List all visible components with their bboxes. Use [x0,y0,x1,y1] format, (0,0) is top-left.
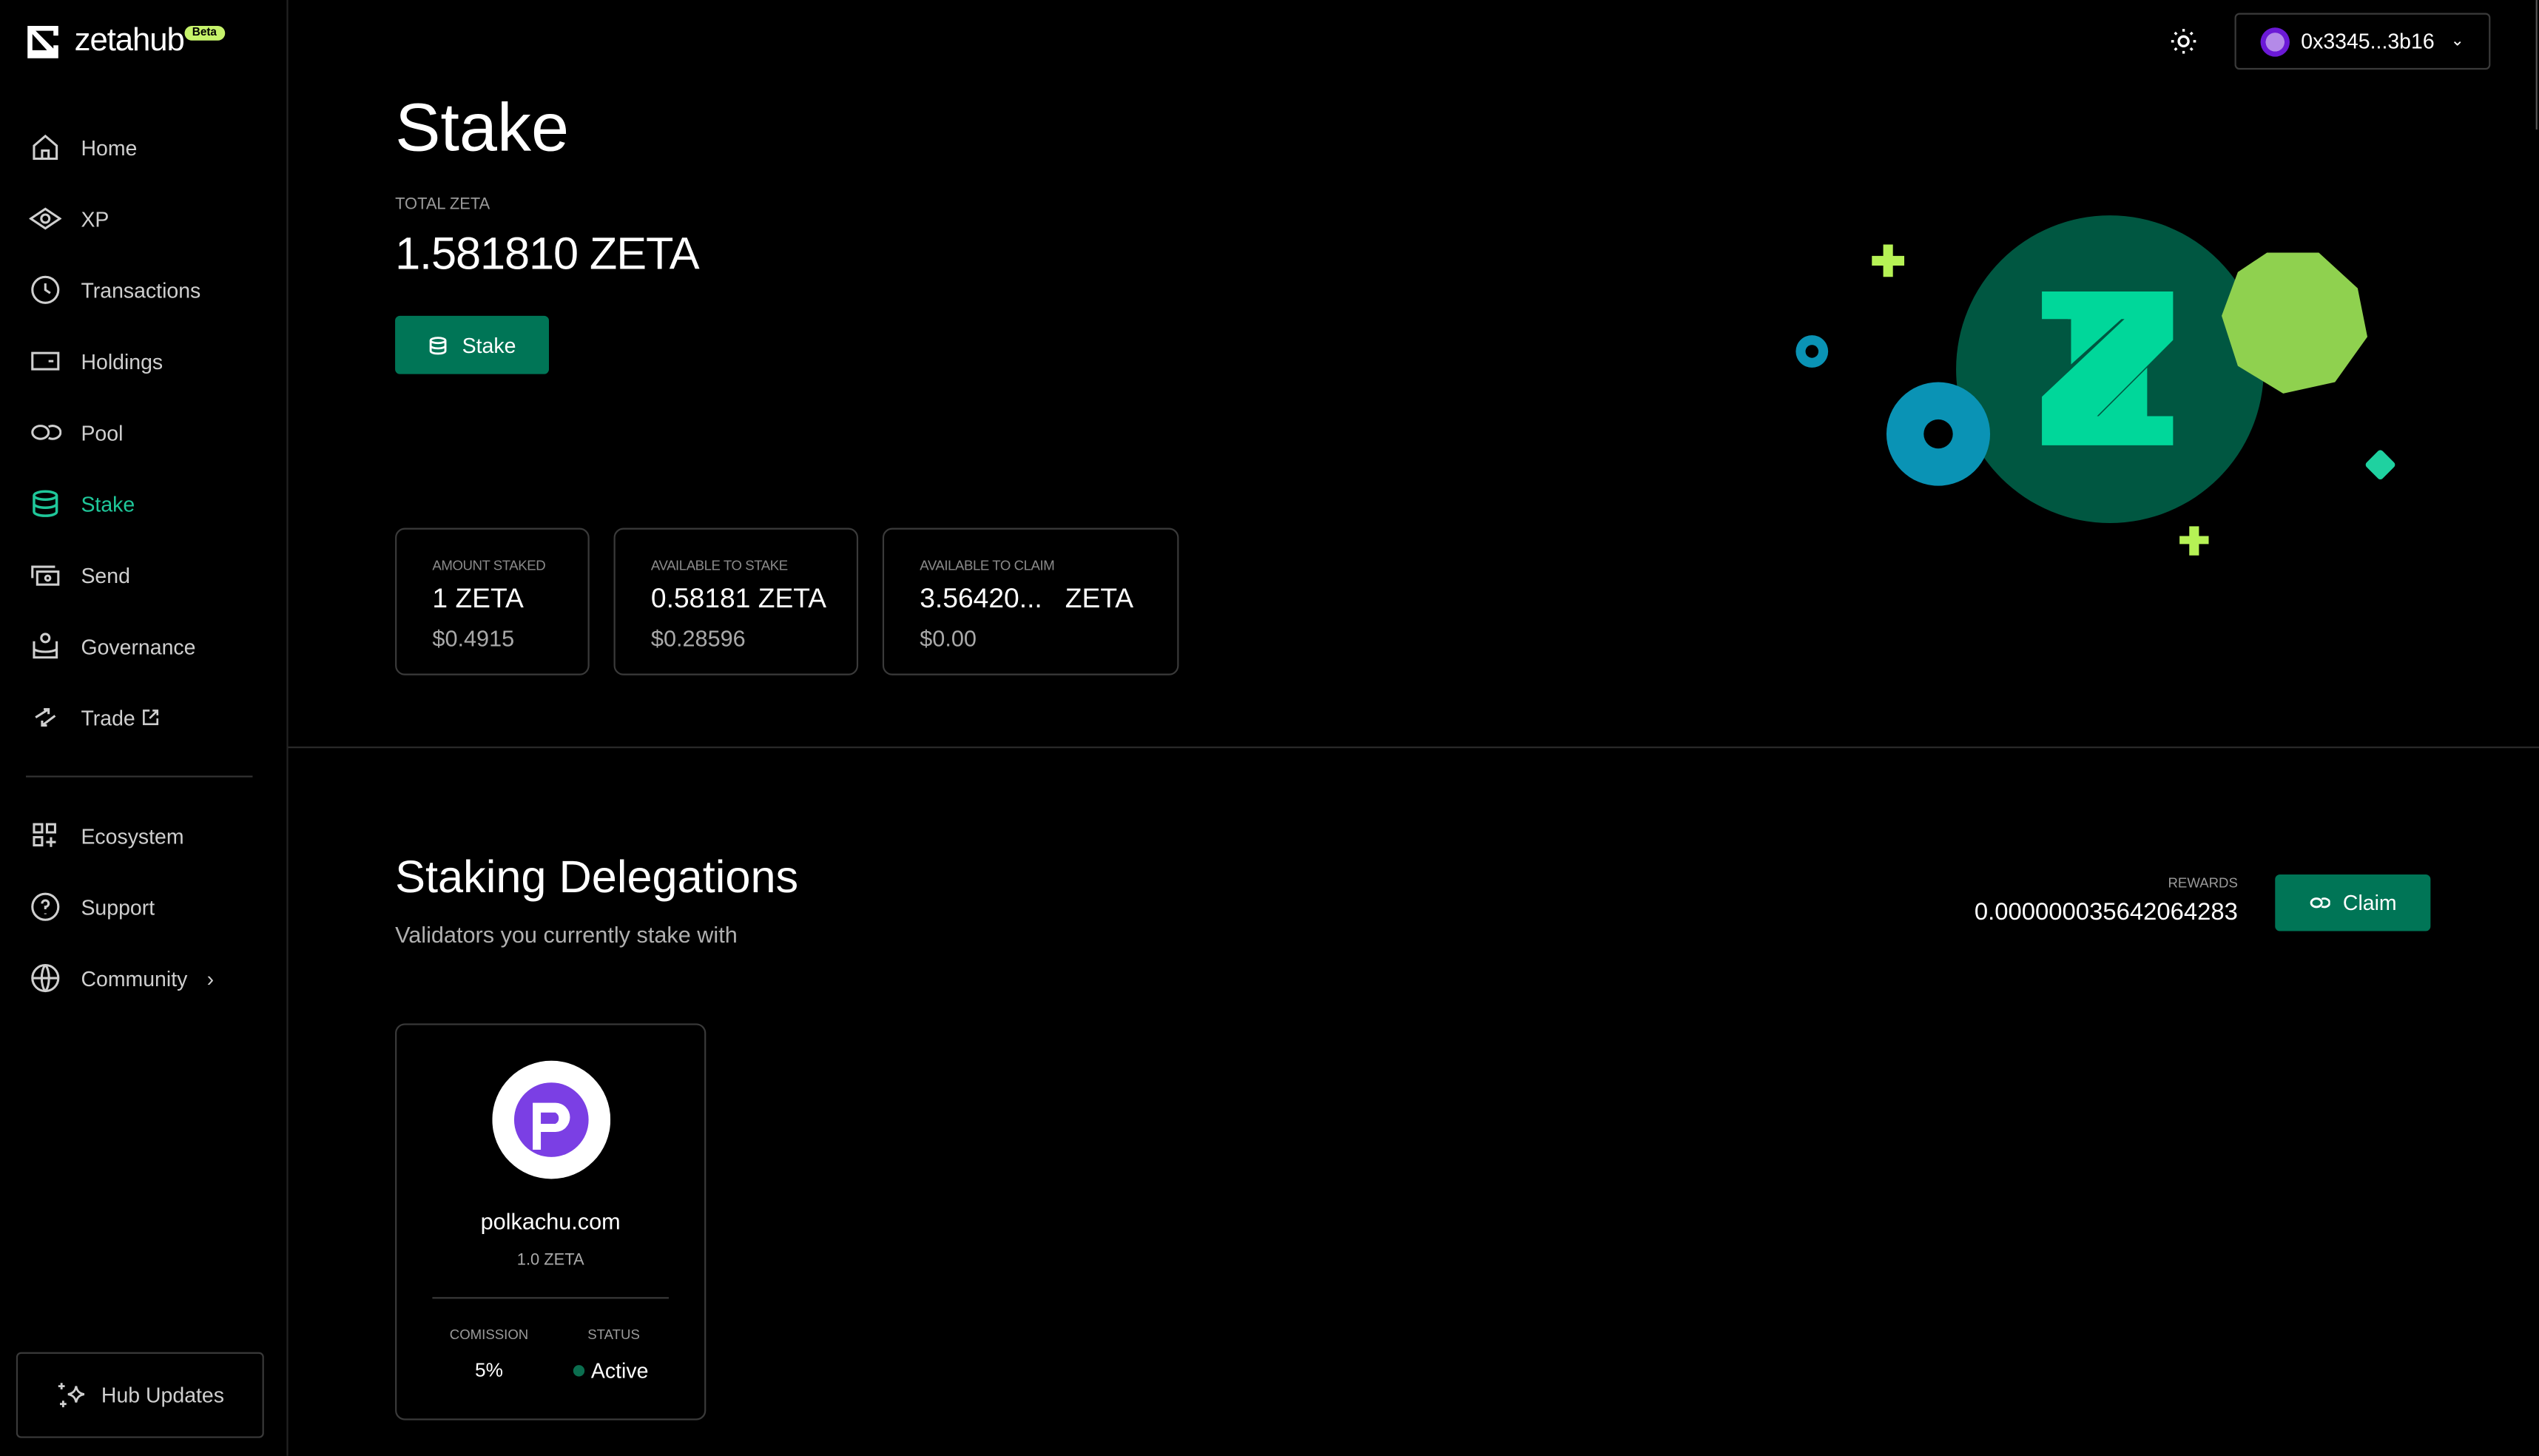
wallet-icon [31,351,60,371]
wallet-button[interactable]: 0x3345...3b16 ⌄ [2234,13,2491,70]
validator-amount: 1.0 ZETA [516,1251,584,1270]
status-label: STATUS [587,1326,640,1343]
sidebar-item-label: Send [81,562,130,587]
stake-illustration [1795,215,2395,556]
page-title: Stake [395,89,570,166]
sidebar-item-label: Trade [81,705,135,730]
wallet-avatar [2260,27,2290,56]
sidebar-item-xp[interactable]: XP [26,195,269,243]
sidebar-item-label: Governance [81,633,196,658]
card-value: 0.58181 ZETA [650,582,827,614]
status-badge: Active [573,1358,649,1383]
card-value: 3.56420... ZETA [920,582,1134,614]
scrollbar[interactable] [2535,0,2538,130]
available-to-claim-card: AVAILABLE TO CLAIM 3.56420... ZETA $0.00 [882,528,1179,675]
commission-label: COMISSION [449,1326,529,1343]
zetahub-logo-icon [27,24,58,58]
delegations-subtitle: Validators you currently stake with [395,921,738,948]
sidebar-item-label: Community [81,965,188,991]
sidebar-item-support[interactable]: Support [26,883,269,931]
status-value: Active [590,1358,649,1383]
card-value: 1 ZETA [432,582,524,614]
sidebar-item-ecosystem[interactable]: Ecosystem [26,812,269,860]
pool-icon [2310,897,2330,909]
green-octagon-shape [2222,252,2368,394]
database-icon [33,490,58,517]
sidebar-item-label: Support [81,894,155,920]
sidebar-item-home[interactable]: Home [26,123,269,172]
total-value: 1.581810 ZETA [395,228,700,279]
stake-button[interactable]: Stake [395,315,550,374]
diamond-shape [2365,450,2395,480]
sidebar-item-label: Home [81,135,138,160]
rewards-label: REWARDS [2168,874,2238,891]
sidebar-item-label: Pool [81,419,124,445]
zeta-logo-icon [2042,291,2174,445]
sidebar-item-label: XP [81,206,109,231]
chevron-down-icon: ⌄ [2450,32,2464,50]
claim-button-label: Claim [2342,890,2397,915]
wallet-address: 0x3345...3b16 [2301,29,2435,54]
sidebar-item-governance[interactable]: Governance [26,621,269,670]
external-link-icon [144,710,160,726]
sidebar-item-stake[interactable]: Stake [26,479,269,528]
beta-badge: Beta [183,26,225,41]
theme-toggle-sun-icon[interactable] [2170,27,2197,55]
plus-icon [1872,244,1905,277]
stake-button-label: Stake [462,332,516,357]
sidebar-item-label: Ecosystem [81,823,184,848]
claim-button[interactable]: Claim [2275,874,2431,931]
validator-name: polkachu.com [480,1207,621,1234]
rewards-value: 0.000000035642064283 [1974,898,2238,926]
governance-icon [33,633,58,659]
logo[interactable]: zetahub Beta [26,23,225,60]
sidebar-item-label: Transactions [81,277,201,303]
delegations-title: Staking Delegations [395,852,799,903]
send-icon [31,565,60,586]
help-circle-icon [31,892,60,921]
database-icon [430,336,448,354]
sidebar-item-pool[interactable]: Pool [26,408,269,457]
globe-icon [31,963,60,993]
trade-icon [35,708,56,727]
section-divider [288,746,2539,749]
validator-card[interactable]: polkachu.com 1.0 ZETA COMISSION 5% STATU… [395,1023,707,1420]
card-label: AMOUNT STAKED [432,556,546,573]
sidebar-item-transactions[interactable]: Transactions [26,266,269,314]
total-label: TOTAL ZETA [395,195,490,214]
xp-diamond-icon [29,207,62,230]
sidebar-item-label: Holdings [81,348,163,374]
commission-value: 5% [475,1358,503,1382]
home-icon [33,134,58,161]
polkachu-logo-icon [492,1060,611,1179]
apps-plus-icon [33,823,56,847]
card-label: AVAILABLE TO STAKE [650,556,788,573]
available-to-stake-card: AVAILABLE TO STAKE 0.58181 ZETA $0.28596 [613,528,859,675]
sidebar-item-community[interactable]: Community › [26,954,269,1002]
sidebar-item-holdings[interactable]: Holdings [26,337,269,385]
card-usd: $0.00 [920,624,977,651]
brand-name: zetahub [74,22,185,58]
status-dot-icon [573,1365,585,1377]
pool-icon [31,425,62,440]
validator-divider [432,1297,669,1299]
clock-icon [31,275,60,304]
sidebar: zetahub Beta Home XP Transactions Holdin… [0,0,289,1456]
card-label: AVAILABLE TO CLAIM [920,556,1055,573]
sidebar-item-send[interactable]: Send [26,550,269,599]
sidebar-divider [26,775,253,778]
hub-updates-label: Hub Updates [101,1383,225,1408]
sidebar-item-label: Stake [81,491,135,516]
sparkles-icon [57,1382,84,1406]
sidebar-item-trade[interactable]: Trade [26,693,269,742]
amount-staked-card: AMOUNT STAKED 1 ZETA $0.4915 [395,528,590,675]
hub-updates-button[interactable]: Hub Updates [16,1352,264,1438]
card-usd: $0.28596 [650,624,746,651]
card-usd: $0.4915 [432,624,515,651]
plus-icon [2179,526,2209,556]
chevron-right-icon: › [206,965,215,991]
